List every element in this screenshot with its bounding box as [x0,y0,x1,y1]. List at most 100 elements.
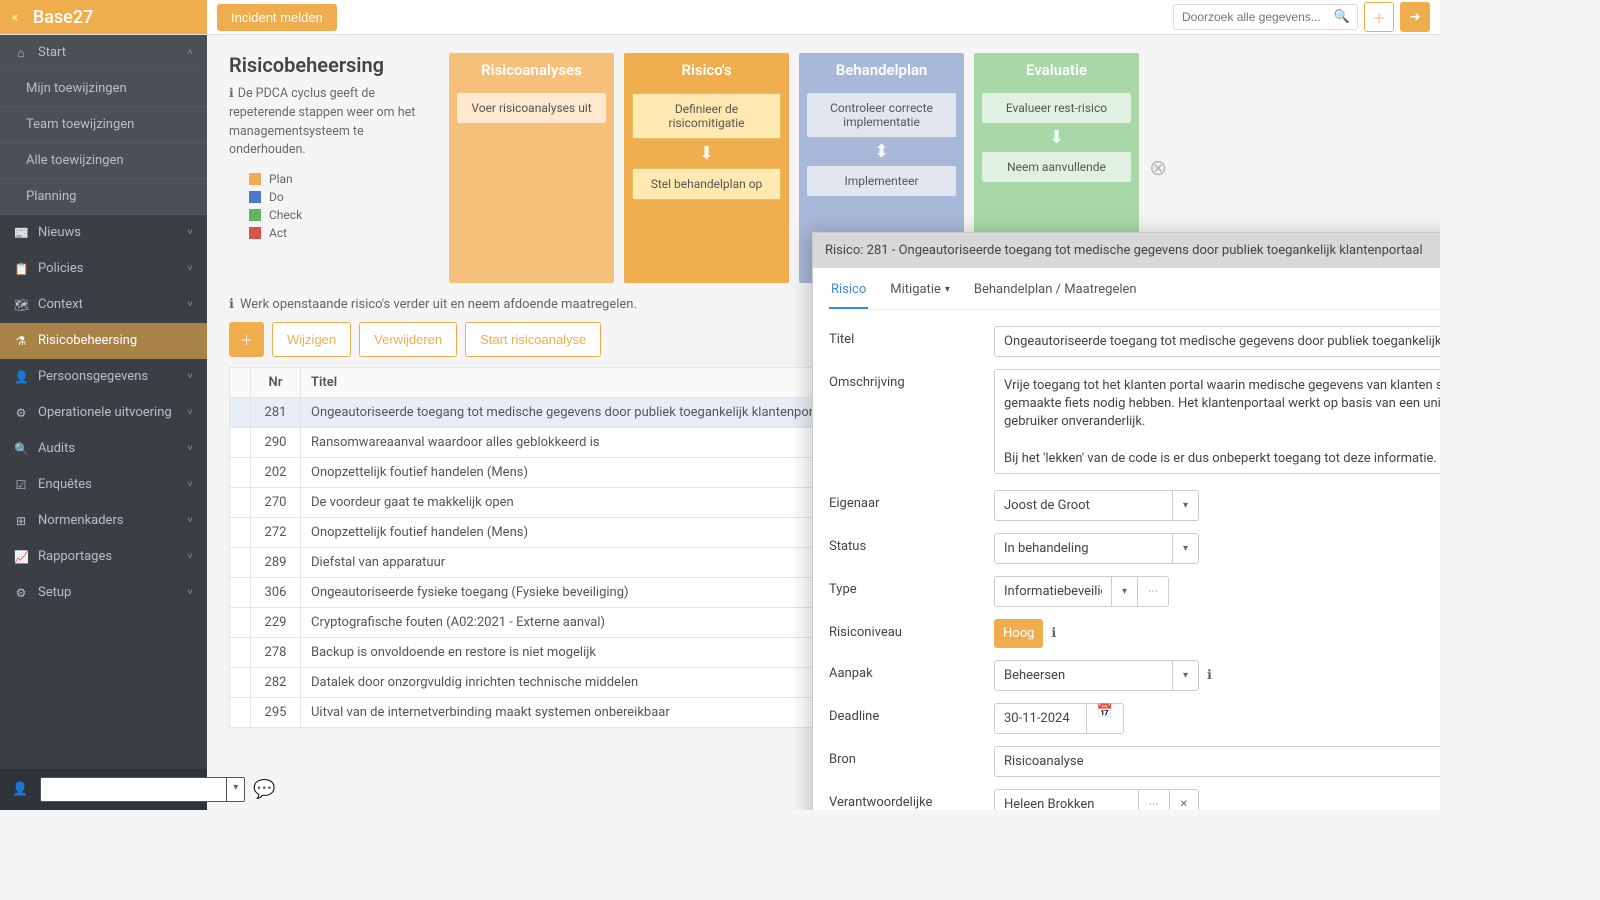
legend-label: Act [269,226,287,240]
nav-item[interactable]: ⚙Operationele uitvoering˅ [0,395,207,431]
panel-title: Risico: 281 - Ongeautoriseerde toegang t… [825,243,1423,258]
legend-label: Plan [269,172,293,186]
panel-tab-behandelplan[interactable]: Behandelplan / Maatregelen [972,282,1139,309]
expand-cell[interactable] [230,698,251,728]
nav-item[interactable]: ⚙Setup˅ [0,575,207,611]
input-bron[interactable] [994,746,1440,777]
table-col-nr[interactable]: Nr [251,368,301,398]
chevron-down-icon[interactable]: ▾ [1173,660,1199,691]
edit-button[interactable]: Wijzigen [272,322,351,357]
nav-item[interactable]: 👤Persoonsgegevens˅ [0,359,207,395]
nav-item[interactable]: 🔍Audits˅ [0,431,207,467]
chevron-down-icon: ▾ [945,284,950,295]
start-analysis-button[interactable]: Start risicoanalyse [465,322,601,357]
pdca-box[interactable]: Evalueer rest-risico [982,93,1131,123]
nav-sub-item[interactable]: Mijn toewijzingen [0,71,207,107]
label-eigenaar: Eigenaar [829,490,994,511]
expand-cell[interactable] [230,488,251,518]
nav-sub-item[interactable]: Team toewijzingen [0,107,207,143]
expand-cell[interactable] [230,458,251,488]
more-icon[interactable]: ⋯ [1139,789,1170,810]
delete-button[interactable]: Verwijderen [359,322,457,357]
arrow-updown-icon: ⬍ [874,147,889,156]
chevron-down-icon: ˅ [187,551,193,562]
nav-start[interactable]: ⌂ Start ˄ [0,35,207,71]
footer-select-input[interactable] [40,777,227,802]
cell-nr: 306 [251,578,301,608]
brand[interactable]: « Base27 [0,0,207,34]
nav-item[interactable]: 📰Nieuws˅ [0,215,207,251]
pdca-box[interactable]: Implementeer [807,166,956,196]
info-icon[interactable]: ℹ [1207,668,1212,683]
info-icon[interactable]: ℹ [1051,626,1056,641]
more-icon[interactable]: ⋯ [1138,576,1169,607]
nav-icon: ☑ [14,478,28,492]
expand-cell[interactable] [230,428,251,458]
risk-detail-panel: Risico: 281 - Ongeautoriseerde toegang t… [812,232,1440,810]
user-icon[interactable]: 👤 [8,782,32,797]
chevron-down-icon: ˅ [187,479,193,490]
expand-cell[interactable] [230,638,251,668]
expand-cell[interactable] [230,398,251,428]
nav-sub-item[interactable]: Planning [0,179,207,215]
panel-tab-mitigatie[interactable]: Mitigatie▾ [888,282,952,309]
legend-label: Check [269,208,302,222]
chevron-down-icon: ˅ [187,515,193,526]
chevron-down-icon: ˅ [187,227,193,238]
expand-cell[interactable] [230,578,251,608]
cell-nr: 278 [251,638,301,668]
nav-item[interactable]: ☑Enquêtes˅ [0,467,207,503]
chevron-down-icon: ˅ [187,371,193,382]
chevron-down-icon[interactable]: ▾ [1173,533,1199,564]
add-button[interactable]: ＋ [1364,2,1394,32]
panel-tab-risico[interactable]: Risico [829,282,868,309]
input-deadline[interactable] [994,703,1087,734]
nav-item[interactable]: ⚗Risicobeheersing [0,323,207,359]
select-status[interactable] [994,533,1173,564]
close-pdca-icon[interactable]: ⊗ [1149,156,1167,181]
expand-cell[interactable] [230,608,251,638]
nav-label: Setup [38,585,71,600]
nav-label: Rapportages [38,549,112,564]
label-verantwoordelijke: Verantwoordelijke [829,789,994,810]
nav-item[interactable]: ⊞Normenkaders˅ [0,503,207,539]
nav-sub-item[interactable]: Alle toewijzingen [0,143,207,179]
nav-item[interactable]: 📈Rapportages˅ [0,539,207,575]
select-verantwoordelijke[interactable] [994,789,1139,810]
input-omschrijving[interactable] [994,369,1440,474]
input-titel[interactable] [994,326,1440,357]
chevron-down-icon[interactable]: ▾ [1112,576,1138,607]
legend-swatch [249,227,261,239]
add-risk-button[interactable]: ＋ [229,322,264,357]
pdca-header: Behandelplan [836,61,928,83]
nav-icon: 📋 [14,262,28,276]
pdca-plan-column: Risicoanalyses Voer risicoanalyses uit [449,53,614,283]
select-aanpak[interactable] [994,660,1173,691]
select-type[interactable] [994,576,1112,607]
nav-icon: ⚙ [14,586,28,600]
select-eigenaar[interactable] [994,490,1173,521]
expand-cell[interactable] [230,548,251,578]
chevron-down-icon[interactable]: ▾ [1173,490,1199,521]
pdca-header: Risico's [681,61,731,83]
incident-button[interactable]: Incident melden [217,4,337,31]
nav-item[interactable]: 📋Policies˅ [0,251,207,287]
collapse-icon[interactable]: « [12,10,18,24]
pdca-header: Risicoanalyses [481,61,582,83]
nav-label: Policies [38,261,83,276]
calendar-icon[interactable]: 📅 [1087,703,1124,734]
nav-label: Nieuws [38,225,81,240]
pdca-box[interactable]: Definieer de risicomitigatie [632,93,781,139]
logout-button[interactable]: ➜ [1400,2,1430,32]
home-icon: ⌂ [14,46,28,60]
pdca-box[interactable]: Voer risicoanalyses uit [457,93,606,123]
pdca-box[interactable]: Controleer correcte implementatie [807,93,956,137]
clear-icon[interactable]: ✕ [1170,789,1199,810]
nav-label: Audits [38,441,75,456]
pdca-box[interactable]: Stel behandelplan op [632,168,781,200]
expand-cell[interactable] [230,518,251,548]
expand-cell[interactable] [230,668,251,698]
pdca-box[interactable]: Neem aanvullende [982,152,1131,182]
nav-item[interactable]: 🗺Context˅ [0,287,207,323]
global-search-input[interactable] [1173,4,1358,30]
